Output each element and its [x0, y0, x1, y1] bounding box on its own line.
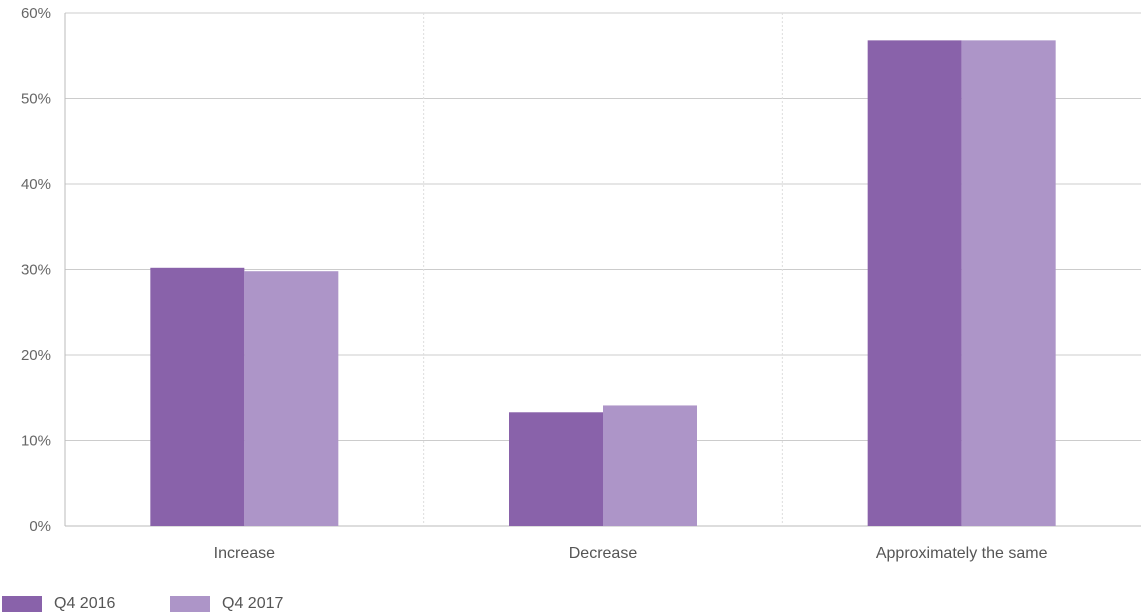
x-tick-label: Increase [214, 545, 275, 562]
chart-legend: Q4 2016 Q4 2017 [2, 594, 338, 614]
legend-item: Q4 2016 [2, 595, 142, 613]
legend-label: Q4 2017 [222, 595, 284, 612]
x-tick-label: Decrease [569, 545, 638, 562]
y-tick-label: 50% [21, 91, 51, 108]
y-tick-label: 10% [21, 433, 51, 450]
bar-q4-2016-decrease [509, 412, 603, 526]
bar-q4-2017-approximately-the-same [961, 40, 1056, 527]
y-tick-label: 40% [21, 176, 51, 193]
y-tick-label: 60% [21, 5, 51, 22]
bar-q4-2016-approximately-the-same [867, 40, 962, 527]
legend-swatch [170, 596, 210, 612]
legend-item: Q4 2017 [170, 595, 310, 613]
y-tick-label: 20% [21, 347, 51, 364]
bar-q4-2017-increase [244, 271, 339, 526]
bar-q4-2017-decrease [603, 405, 697, 526]
x-tick-label: Approximately the same [876, 545, 1048, 562]
bar-q4-2016-increase [150, 267, 245, 526]
y-tick-label: 0% [29, 518, 51, 535]
chart-plot-area: 0% 10% 20% 30% 40% 50% 60% Increase Decrease Appr… [21, 5, 1141, 562]
legend-swatch [2, 596, 42, 612]
legend-label: Q4 2016 [54, 595, 116, 612]
y-tick-label: 30% [21, 262, 51, 279]
